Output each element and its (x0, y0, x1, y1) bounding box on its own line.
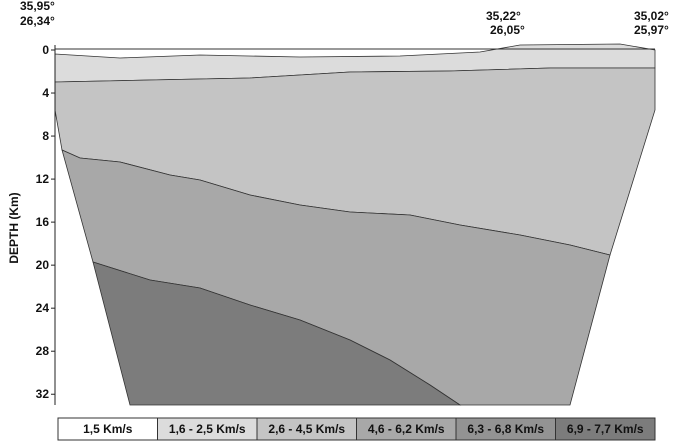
y-tick-label: 16 (36, 215, 50, 229)
y-tick-label: 24 (36, 301, 50, 315)
legend-label: 6,9 - 7,7 Km/s (567, 422, 644, 436)
y-tick-label: 4 (42, 86, 49, 100)
coord-lon: 26,05° (490, 23, 525, 37)
coord-lat: 35,95° (20, 0, 55, 13)
layers (55, 44, 655, 405)
coord-lon: 26,34° (20, 14, 55, 28)
legend-label: 2,6 - 4,5 Km/s (268, 422, 345, 436)
coord-lat: 35,02° (634, 9, 669, 23)
legend-label: 1,5 Km/s (83, 422, 133, 436)
y-tick-label: 28 (36, 344, 50, 358)
ticks: 0 4 8 12 16 20 24 28 32 (36, 43, 55, 401)
y-tick-label: 8 (42, 129, 49, 143)
section: DEPTH (Km) 35,95° 26,34° 35,22° 26,05° 3… (0, 0, 678, 441)
y-tick-label: 20 (36, 258, 50, 272)
y-tick-label: 32 (36, 387, 50, 401)
y-tick-label: 0 (42, 43, 49, 57)
legend-label: 1,6 - 2,5 Km/s (169, 422, 246, 436)
coord-lat: 35,22° (486, 9, 521, 23)
axis-label: DEPTH (Km) (7, 192, 21, 263)
legend: 1,5 Km/s 1,6 - 2,5 Km/s 2,6 - 4,5 Km/s 4,6 … (58, 418, 655, 440)
y-tick-label: 12 (36, 172, 50, 186)
legend-label: 6,3 - 6,8 Km/s (467, 422, 544, 436)
legend-label: 4,6 - 6,2 Km/s (368, 422, 445, 436)
coord-lon: 25,97° (634, 23, 669, 37)
